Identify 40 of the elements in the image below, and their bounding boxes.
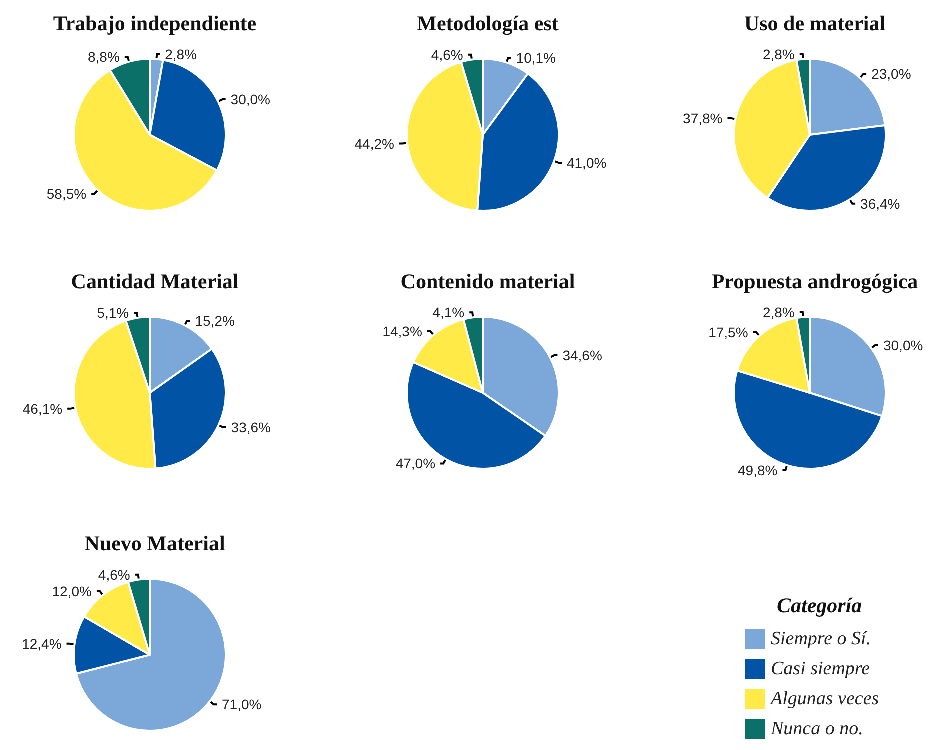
data-label: 2,8%: [762, 304, 795, 320]
chart-title: Cantidad Material: [71, 270, 239, 294]
data-label: 4,6%: [431, 46, 464, 63]
data-label: 30,0%: [883, 337, 924, 354]
chart-title: Uso de material: [744, 12, 886, 36]
data-label: 12,0%: [52, 583, 92, 600]
data-label: 14,3%: [382, 323, 422, 340]
data-label: 5,1%: [97, 305, 130, 322]
data-label: 37,8%: [683, 110, 723, 126]
data-label: 58,5%: [46, 186, 87, 202]
data-label: 17,5%: [708, 324, 748, 340]
data-label: 71,0%: [222, 696, 262, 713]
data-label: 34,6%: [562, 347, 602, 364]
chart-title: Propuesta androgógica: [712, 270, 919, 294]
data-label: 46,1%: [22, 400, 63, 417]
data-label: 4,1%: [432, 304, 465, 321]
legend-label: Algunas veces: [769, 688, 880, 710]
data-label: 12,4%: [22, 636, 62, 652]
data-label: 49,8%: [738, 462, 778, 478]
data-label: 15,2%: [195, 313, 235, 330]
data-label: 8,8%: [88, 49, 120, 66]
data-label: 30,0%: [230, 92, 271, 108]
data-label: 10,1%: [516, 50, 556, 66]
data-label: 47,0%: [396, 456, 436, 472]
data-label: 41,0%: [566, 155, 607, 172]
chart-title: Trabajo independiente: [53, 12, 257, 36]
data-label: 33,6%: [231, 419, 271, 436]
legend-label: Nunca o no.: [770, 718, 864, 740]
data-label: 2,8%: [762, 46, 795, 62]
chart-title: Nuevo Material: [84, 532, 226, 556]
data-label: 23,0%: [872, 66, 912, 82]
legend-label: Siempre o Sí.: [771, 628, 872, 650]
data-label: 2,8%: [165, 46, 198, 62]
data-label: 4,6%: [98, 566, 130, 583]
legend-title: Categoría: [777, 594, 862, 618]
legend-label: Casi siempre: [771, 658, 870, 680]
data-label: 36,4%: [860, 196, 900, 212]
chart-title: Metodología est: [417, 12, 559, 36]
data-label: 44,2%: [354, 136, 394, 152]
chart-title: Contenido material: [400, 270, 576, 294]
